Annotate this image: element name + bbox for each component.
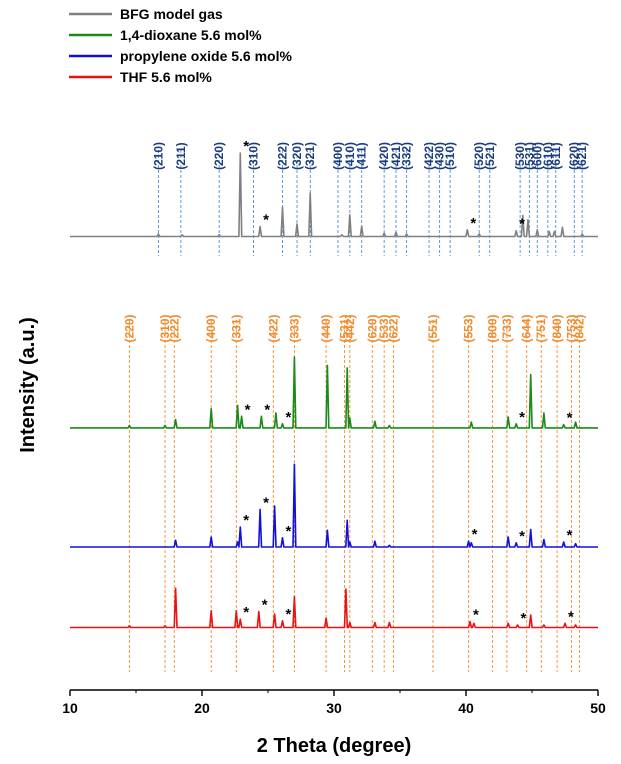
sI-ref-label-2: (220) xyxy=(212,142,226,170)
sII-ref-label-14: (553) xyxy=(462,314,476,342)
x-tick-label-0: 10 xyxy=(62,700,78,716)
sII-ref-label-9: (442) xyxy=(343,314,357,342)
sI-ref-label-14: (430) xyxy=(433,142,447,170)
sI-ref-label-24: (621) xyxy=(575,142,589,170)
asterisk-1-4-dioxane-5-6-mol-0: * xyxy=(245,401,251,418)
asterisk-thf-5-6-mol-4: * xyxy=(520,610,526,627)
asterisk-bfg-model-gas-1: * xyxy=(263,211,269,228)
sI-ref-label-4: (222) xyxy=(276,142,290,170)
sII-ref-label-1: (310) xyxy=(158,314,172,342)
asterisk-1-4-dioxane-5-6-mol-2: * xyxy=(286,409,292,426)
trace-bfg-model-gas xyxy=(70,152,598,238)
sI-ref-label-5: (320) xyxy=(290,142,304,170)
asterisk-thf-5-6-mol-3: * xyxy=(473,607,479,624)
sII-ref-label-10: (620) xyxy=(365,314,379,342)
asterisk-thf-5-6-mol-1: * xyxy=(262,597,268,614)
asterisk-thf-5-6-mol-2: * xyxy=(286,606,292,623)
sII-ref-label-5: (422) xyxy=(266,314,280,342)
sI-ref-label-20: (600) xyxy=(530,142,544,170)
sII-ref-label-2: (222) xyxy=(167,314,181,342)
sII-ref-label-18: (751) xyxy=(534,314,548,342)
asterisk-1-4-dioxane-5-6-mol-1: * xyxy=(264,401,270,418)
sII-ref-label-7: (440) xyxy=(319,314,333,342)
sI-ref-label-8: (410) xyxy=(343,142,357,170)
asterisk-thf-5-6-mol-0: * xyxy=(243,604,249,621)
legend-label-propylene-oxide-5-6-mol: propylene oxide 5.6 mol% xyxy=(120,48,292,64)
asterisk-propylene-oxide-5-6-mol-1: * xyxy=(263,494,269,511)
sII-ref-label-13: (551) xyxy=(426,314,440,342)
sI-ref-label-17: (521) xyxy=(483,142,497,170)
asterisk-thf-5-6-mol-5: * xyxy=(568,608,574,625)
trace-1-4-dioxane-5-6-mol xyxy=(70,356,598,429)
sII-ref-label-0: (220) xyxy=(122,314,136,342)
asterisk-bfg-model-gas-3: * xyxy=(519,216,525,233)
sI-ref-label-23: (620) xyxy=(567,142,581,170)
sI-ref-label-11: (421) xyxy=(389,142,403,170)
sII-ref-label-12: (622) xyxy=(386,314,400,342)
sII-ref-label-19: (840) xyxy=(550,314,564,342)
sI-ref-label-19: (531) xyxy=(522,142,536,170)
sI-ref-label-6: (321) xyxy=(303,142,317,170)
series-traces xyxy=(70,152,598,629)
asterisk-propylene-oxide-5-6-mol-2: * xyxy=(286,523,292,540)
sII-ref-label-15: (800) xyxy=(485,314,499,342)
sII-ref-label-6: (333) xyxy=(287,314,301,342)
sI-ref-label-9: (411) xyxy=(355,142,369,169)
asterisk-propylene-oxide-5-6-mol-4: * xyxy=(519,528,525,545)
trace-propylene-oxide-5-6-mol xyxy=(70,463,598,548)
legend-label-thf-5-6-mol: THF 5.6 mol% xyxy=(120,69,212,85)
y-axis-title: Intensity (a.u.) xyxy=(17,317,39,453)
asterisk-bfg-model-gas-0: * xyxy=(243,138,249,155)
sI-ref-label-16: (520) xyxy=(472,142,486,170)
sI-ref-label-13: (422) xyxy=(422,142,436,170)
sII-ref-label-8: (531) xyxy=(338,314,352,342)
legend-label-bfg-model-gas: BFG model gas xyxy=(120,6,223,22)
x-tick-label-1: 20 xyxy=(194,700,210,716)
sI-ref-label-10: (420) xyxy=(377,142,391,170)
sII-ref-label-11: (533) xyxy=(377,314,391,342)
sII-ref-label-3: (400) xyxy=(204,314,218,342)
x-tick-label-4: 50 xyxy=(590,700,606,716)
asterisk-1-4-dioxane-5-6-mol-3: * xyxy=(519,409,525,426)
sI-ref-label-22: (611) xyxy=(549,142,563,169)
sII-ref-label-16: (733) xyxy=(500,314,514,342)
x-tick-label-2: 30 xyxy=(326,700,342,716)
sI-ref-label-7: (400) xyxy=(331,142,345,170)
sII-ref-label-20: (753) xyxy=(565,314,579,342)
asterisk-bfg-model-gas-2: * xyxy=(470,215,476,232)
legend: BFG model gas 1,4-dioxane 5.6 mol% propyle… xyxy=(69,6,292,85)
sI-ref-label-18: (530) xyxy=(513,142,527,170)
x-axis: 10 20 30 40 50 xyxy=(62,689,606,716)
sII-ref-label-17: (644) xyxy=(520,314,534,342)
sI-ref-label-0: (210) xyxy=(151,142,165,170)
x-axis-title: 2 Theta (degree) xyxy=(257,735,411,757)
trace-thf-5-6-mol xyxy=(70,587,598,629)
x-tick-label-3: 40 xyxy=(458,700,474,716)
legend-label-1-4-dioxane-5-6-mol: 1,4-dioxane 5.6 mol% xyxy=(120,27,262,43)
asterisk-propylene-oxide-5-6-mol-5: * xyxy=(567,527,573,544)
sI-ref-label-12: (332) xyxy=(400,142,414,170)
sI-ref-label-1: (211) xyxy=(174,142,188,169)
sI-ref-label-21: (610) xyxy=(541,142,555,170)
asterisk-propylene-oxide-5-6-mol-3: * xyxy=(472,526,478,543)
sI-ref-label-15: (510) xyxy=(443,142,457,170)
sI-ref-label-3: (310) xyxy=(246,142,260,170)
asterisk-1-4-dioxane-5-6-mol-4: * xyxy=(567,410,573,427)
asterisk-markers: * * * * * * * * * * * * * * * * * * * * * xyxy=(243,138,574,627)
sII-ref-label-4: (331) xyxy=(229,314,243,342)
asterisk-propylene-oxide-5-6-mol-0: * xyxy=(243,512,249,529)
sII-ref-label-21: (842) xyxy=(573,314,587,342)
